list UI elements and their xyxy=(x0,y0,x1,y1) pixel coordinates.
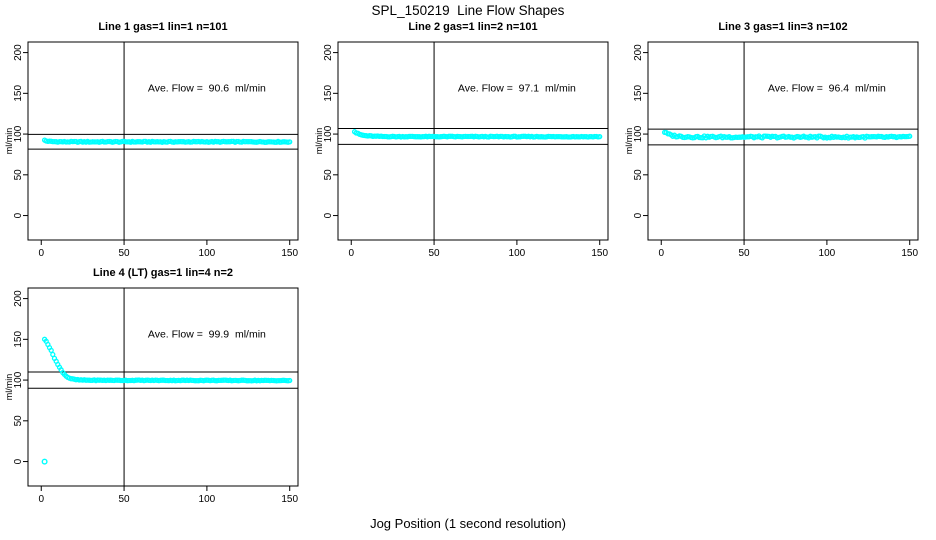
plot-svg: 0 50 100 150 200 0 50 100 150 ml/min Ave. Flow = 9… xyxy=(314,41,609,259)
y-tick-label: 50 xyxy=(13,169,24,181)
subplot-2: Line 2 gas=1 lin=2 n=101 0 50 100 150 200 0 50 1… xyxy=(310,20,622,266)
y-tick-label: 150 xyxy=(323,85,334,102)
x-tick-label: 150 xyxy=(281,248,298,259)
data-points xyxy=(351,129,603,140)
figure-title: SPL_150219 Line Flow Shapes xyxy=(371,3,565,18)
subplot-title: Line 1 gas=1 lin=1 n=101 xyxy=(98,21,228,33)
x-tick-label: 0 xyxy=(348,248,354,259)
plot-border xyxy=(647,41,919,241)
avg-flow-annotation: Ave. Flow = 90.6 ml/min xyxy=(148,83,266,95)
subplot-4: Line 4 (LT) gas=1 lin=4 n=2 0 50 100 150 200 0… xyxy=(0,266,312,512)
y-tick-label: 0 xyxy=(13,212,24,218)
plot-border xyxy=(27,287,299,487)
x-tick-label: 100 xyxy=(199,248,216,259)
plot-svg: 0 50 100 150 200 0 50 100 150 ml/min Ave. Flow = 9… xyxy=(4,287,299,505)
plot-border xyxy=(337,41,609,241)
avg-flow-annotation: Ave. Flow = 97.1 ml/min xyxy=(458,83,576,95)
plot-svg: 0 50 100 150 200 0 50 100 150 ml/min Ave. Flow = 9… xyxy=(4,41,299,259)
x-tick-label: 150 xyxy=(901,248,918,259)
data-points xyxy=(661,129,913,141)
data-points xyxy=(41,137,293,145)
subplot-title: Line 2 gas=1 lin=2 n=101 xyxy=(408,21,538,33)
y-tick-label: 200 xyxy=(323,44,334,61)
data-points xyxy=(41,336,293,465)
y-tick-label: 0 xyxy=(323,212,334,218)
x-tick-label: 100 xyxy=(509,248,526,259)
subplot-3: Line 3 gas=1 lin=3 n=102 0 50 100 150 200 0 50 1… xyxy=(620,20,932,266)
y-tick-label: 150 xyxy=(13,331,24,348)
y-tick-label: 100 xyxy=(13,125,24,142)
x-tick-label: 100 xyxy=(199,494,216,505)
plot-border xyxy=(27,41,299,241)
x-tick-label: 50 xyxy=(739,248,751,259)
y-axis-label: ml/min xyxy=(4,374,14,401)
x-tick-label: 100 xyxy=(819,248,836,259)
y-tick-label: 200 xyxy=(13,290,24,307)
avg-flow-annotation: Ave. Flow = 99.9 ml/min xyxy=(148,329,266,341)
x-tick-label: 150 xyxy=(281,494,298,505)
y-tick-label: 100 xyxy=(13,371,24,388)
x-tick-label: 50 xyxy=(119,494,131,505)
y-axis-label: ml/min xyxy=(624,128,634,155)
y-tick-label: 50 xyxy=(323,169,334,181)
x-tick-label: 50 xyxy=(119,248,131,259)
x-tick-label: 0 xyxy=(658,248,664,259)
y-tick-label: 0 xyxy=(13,458,24,464)
x-tick-label: 150 xyxy=(591,248,608,259)
y-tick-label: 100 xyxy=(323,125,334,142)
figure-xlabel: Jog Position (1 second resolution) xyxy=(370,516,566,531)
subplot-1: Line 1 gas=1 lin=1 n=101 0 50 100 150 200 0 50 1… xyxy=(0,20,312,266)
y-tick-label: 150 xyxy=(13,85,24,102)
y-tick-label: 200 xyxy=(633,44,644,61)
y-tick-label: 200 xyxy=(13,44,24,61)
y-tick-label: 150 xyxy=(633,85,644,102)
y-axis-label: ml/min xyxy=(4,128,14,155)
x-tick-label: 50 xyxy=(429,248,441,259)
y-tick-label: 100 xyxy=(633,125,644,142)
y-tick-label: 0 xyxy=(633,212,644,218)
x-tick-label: 0 xyxy=(38,494,44,505)
subplot-title: Line 4 (LT) gas=1 lin=4 n=2 xyxy=(92,267,234,279)
subplot-title: Line 3 gas=1 lin=3 n=102 xyxy=(718,21,848,33)
y-tick-label: 50 xyxy=(633,169,644,181)
avg-flow-annotation: Ave. Flow = 96.4 ml/min xyxy=(768,83,886,95)
x-tick-label: 0 xyxy=(38,248,44,259)
y-axis-label: ml/min xyxy=(314,128,324,155)
outlier-point xyxy=(41,458,48,465)
plot-svg: 0 50 100 150 200 0 50 100 150 ml/min Ave. Flow = 9… xyxy=(624,41,919,259)
y-tick-label: 50 xyxy=(13,415,24,427)
